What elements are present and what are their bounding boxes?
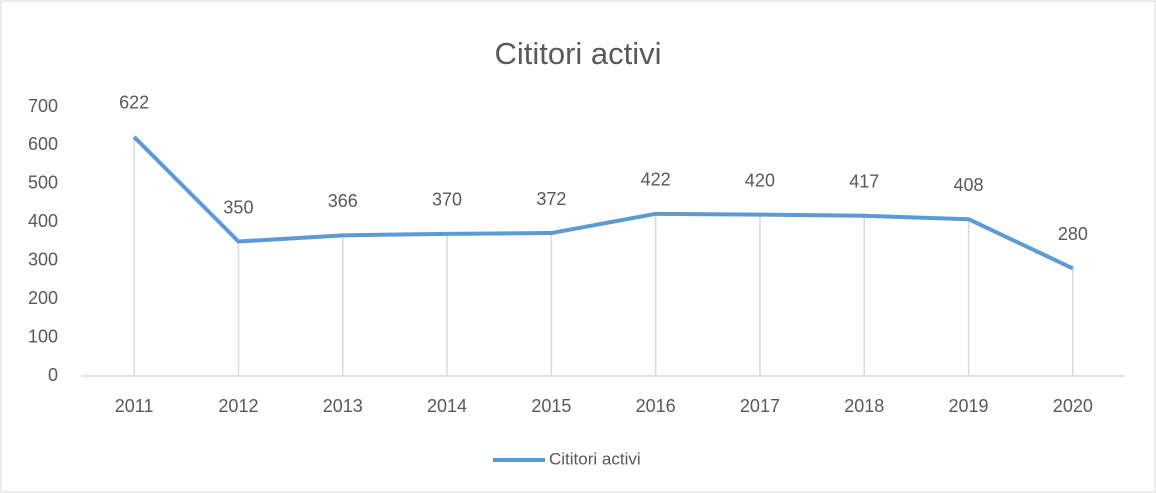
y-tick-label: 600 — [28, 134, 58, 154]
data-label: 622 — [119, 93, 149, 113]
data-label: 420 — [745, 170, 775, 190]
y-tick-label: 400 — [28, 211, 58, 231]
x-tick-label: 2017 — [740, 396, 780, 416]
x-tick-label: 2019 — [949, 396, 989, 416]
series-line — [132, 135, 1074, 271]
x-tick-label: 2012 — [218, 396, 258, 416]
x-tick-label: 2020 — [1053, 396, 1093, 416]
y-tick-label: 100 — [28, 326, 58, 346]
data-label: 370 — [432, 190, 462, 210]
y-tick-label: 700 — [28, 96, 58, 116]
data-label: 408 — [954, 175, 984, 195]
x-tick-label: 2013 — [323, 396, 363, 416]
y-tick-label: 500 — [28, 173, 58, 193]
x-tick-label: 2018 — [844, 396, 884, 416]
y-tick-label: 0 — [48, 365, 58, 385]
data-label: 422 — [641, 170, 671, 190]
data-label: 417 — [849, 172, 879, 192]
data-label: 372 — [536, 189, 566, 209]
x-tick-label: 2014 — [427, 396, 467, 416]
y-tick-label: 200 — [28, 288, 58, 308]
y-tick-label: 300 — [28, 249, 58, 269]
data-label: 366 — [328, 191, 358, 211]
chart-title: Cititori activi — [494, 36, 661, 71]
legend-label: Cititori activi — [549, 449, 641, 468]
x-tick-label: 2016 — [636, 396, 676, 416]
x-tick-label: 2011 — [115, 396, 154, 416]
x-tick-label: 2015 — [531, 396, 571, 416]
data-label: 280 — [1058, 224, 1088, 244]
data-label: 350 — [223, 197, 253, 217]
